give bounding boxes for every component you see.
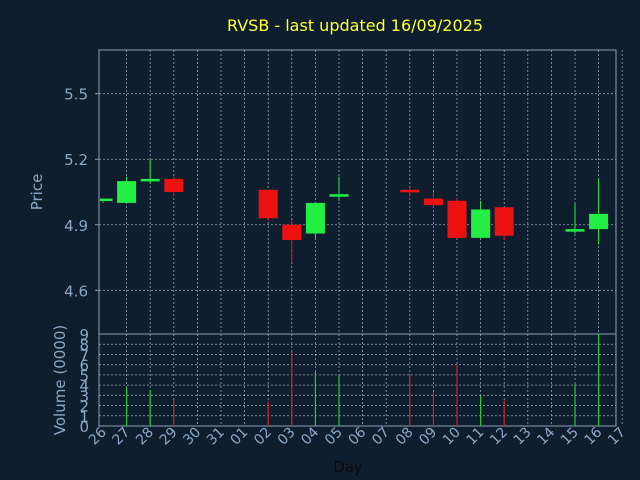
candle-body xyxy=(282,224,302,241)
candle-body xyxy=(400,189,420,193)
candle-body xyxy=(258,189,278,219)
candle-body xyxy=(589,213,609,230)
volume-tick-label: 6 xyxy=(79,357,89,375)
candle xyxy=(471,200,491,238)
candle-body xyxy=(100,198,113,202)
price-tick-label: 4.9 xyxy=(64,217,88,235)
volume-panel-frame xyxy=(98,333,617,427)
volume-tick-label: 4 xyxy=(79,377,89,395)
volume-bars xyxy=(125,334,600,426)
candle-body xyxy=(140,178,160,182)
candle-body xyxy=(471,209,491,238)
x-axis: 26 27 28 29 30 31 01 02 03 04 05 06 07 08 09 10 11 12 13 14… xyxy=(86,424,629,448)
candle xyxy=(117,176,137,203)
volume-axis-label: Volume (0000) xyxy=(51,325,69,435)
volume-tick-label: 5 xyxy=(79,367,89,385)
candle xyxy=(423,192,443,208)
candle-body xyxy=(565,229,585,232)
volume-tick-label: 8 xyxy=(79,336,89,354)
candle xyxy=(140,159,160,184)
x-axis-label: Day xyxy=(333,458,363,476)
volume-tick-label: 7 xyxy=(79,346,89,364)
candle-body xyxy=(164,178,184,192)
price-tick-label: 5.5 xyxy=(64,86,88,104)
price-axis: 4.6 4.9 5.2 5.5 xyxy=(64,86,99,300)
price-tick-label: 4.6 xyxy=(64,282,88,300)
price-tick-label: 5.2 xyxy=(64,151,88,169)
candle xyxy=(258,189,278,221)
candle xyxy=(164,176,184,197)
chart-title: RVSB - last updated 16/09/2025 xyxy=(227,16,483,35)
candle xyxy=(400,187,420,197)
candle-body xyxy=(329,194,349,197)
price-axis-label: Price xyxy=(28,174,46,211)
candle-body xyxy=(423,198,443,206)
volume-tick-label: 2 xyxy=(79,398,89,416)
candles xyxy=(100,159,609,262)
volume-tick-label: 9 xyxy=(79,326,89,344)
candle xyxy=(447,198,467,238)
candle-body xyxy=(494,207,514,236)
candle xyxy=(565,202,585,234)
candle xyxy=(100,198,113,203)
candle-body xyxy=(117,181,137,203)
candle xyxy=(282,220,302,262)
candle xyxy=(494,207,514,241)
candle-body xyxy=(447,200,467,238)
candle-body xyxy=(305,202,325,234)
volume-tick-label: 0 xyxy=(79,418,89,436)
volume-tick-label: 1 xyxy=(79,408,89,426)
volume-tick-label: 3 xyxy=(79,387,89,405)
candle xyxy=(329,176,349,201)
candle xyxy=(589,178,609,245)
candle xyxy=(305,202,325,238)
